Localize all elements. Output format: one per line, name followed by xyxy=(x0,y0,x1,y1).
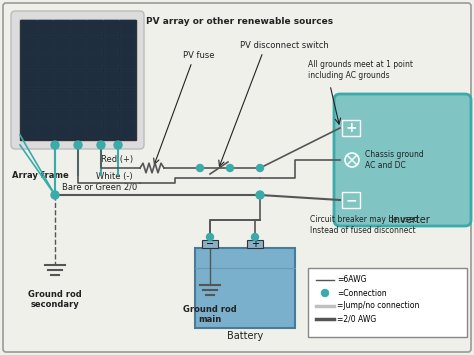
FancyBboxPatch shape xyxy=(87,54,103,70)
FancyBboxPatch shape xyxy=(120,54,136,70)
Text: PV disconnect switch: PV disconnect switch xyxy=(240,40,329,49)
Text: Circuit breaker may be used
Instead of fused disconnect: Circuit breaker may be used Instead of f… xyxy=(310,215,419,235)
FancyBboxPatch shape xyxy=(71,20,86,36)
Text: =2/0 AWG: =2/0 AWG xyxy=(337,315,376,323)
Text: Red (+): Red (+) xyxy=(101,155,133,164)
FancyBboxPatch shape xyxy=(37,88,53,105)
FancyBboxPatch shape xyxy=(104,88,119,105)
FancyBboxPatch shape xyxy=(87,71,103,88)
FancyBboxPatch shape xyxy=(71,71,86,88)
FancyBboxPatch shape xyxy=(71,106,86,122)
FancyBboxPatch shape xyxy=(3,3,471,352)
Circle shape xyxy=(256,164,264,171)
FancyBboxPatch shape xyxy=(54,106,70,122)
Text: PV array or other renewable sources: PV array or other renewable sources xyxy=(146,17,334,27)
FancyBboxPatch shape xyxy=(21,88,36,105)
FancyBboxPatch shape xyxy=(202,240,218,248)
Circle shape xyxy=(345,153,359,167)
FancyBboxPatch shape xyxy=(54,37,70,53)
FancyBboxPatch shape xyxy=(120,20,136,36)
FancyBboxPatch shape xyxy=(120,88,136,105)
Text: Inverter: Inverter xyxy=(391,215,429,225)
Text: Ground rod
secondary: Ground rod secondary xyxy=(28,290,82,310)
FancyBboxPatch shape xyxy=(104,71,119,88)
Circle shape xyxy=(97,141,105,149)
FancyBboxPatch shape xyxy=(334,94,471,226)
FancyBboxPatch shape xyxy=(54,88,70,105)
FancyBboxPatch shape xyxy=(71,88,86,105)
FancyBboxPatch shape xyxy=(104,20,119,36)
Text: =Connection: =Connection xyxy=(337,289,387,297)
Text: White (-): White (-) xyxy=(96,172,133,181)
FancyBboxPatch shape xyxy=(37,71,53,88)
Circle shape xyxy=(51,141,59,149)
FancyBboxPatch shape xyxy=(21,106,36,122)
FancyBboxPatch shape xyxy=(37,106,53,122)
Circle shape xyxy=(252,234,258,240)
FancyBboxPatch shape xyxy=(71,37,86,53)
FancyBboxPatch shape xyxy=(87,123,103,139)
Circle shape xyxy=(321,289,328,296)
Circle shape xyxy=(197,164,203,171)
Circle shape xyxy=(114,141,122,149)
FancyBboxPatch shape xyxy=(71,54,86,70)
FancyBboxPatch shape xyxy=(104,54,119,70)
Text: Ground rod
main: Ground rod main xyxy=(183,305,237,324)
FancyBboxPatch shape xyxy=(54,20,70,36)
FancyBboxPatch shape xyxy=(104,106,119,122)
Text: =Jump/no connection: =Jump/no connection xyxy=(337,301,419,311)
FancyBboxPatch shape xyxy=(21,37,36,53)
FancyBboxPatch shape xyxy=(21,123,36,139)
Text: Array frame: Array frame xyxy=(12,170,69,180)
FancyBboxPatch shape xyxy=(21,71,36,88)
Text: +: + xyxy=(251,239,259,249)
FancyBboxPatch shape xyxy=(37,37,53,53)
Text: Battery: Battery xyxy=(227,331,263,341)
Text: All grounds meet at 1 point
including AC grounds: All grounds meet at 1 point including AC… xyxy=(308,60,413,80)
FancyBboxPatch shape xyxy=(37,123,53,139)
Text: +: + xyxy=(345,121,357,135)
FancyBboxPatch shape xyxy=(120,123,136,139)
Text: −: − xyxy=(345,193,357,207)
FancyBboxPatch shape xyxy=(120,71,136,88)
FancyBboxPatch shape xyxy=(21,20,36,36)
FancyBboxPatch shape xyxy=(342,192,360,208)
FancyBboxPatch shape xyxy=(342,120,360,136)
FancyBboxPatch shape xyxy=(54,71,70,88)
FancyBboxPatch shape xyxy=(21,54,36,70)
FancyBboxPatch shape xyxy=(54,54,70,70)
Text: Bare or Green 2/0: Bare or Green 2/0 xyxy=(62,183,137,192)
FancyBboxPatch shape xyxy=(104,37,119,53)
FancyBboxPatch shape xyxy=(87,106,103,122)
Text: PV fuse: PV fuse xyxy=(183,50,215,60)
FancyBboxPatch shape xyxy=(308,268,467,337)
Circle shape xyxy=(207,234,213,240)
FancyBboxPatch shape xyxy=(195,248,295,328)
Circle shape xyxy=(227,164,234,171)
Circle shape xyxy=(74,141,82,149)
Circle shape xyxy=(256,191,264,199)
FancyBboxPatch shape xyxy=(120,106,136,122)
FancyBboxPatch shape xyxy=(247,240,263,248)
FancyBboxPatch shape xyxy=(11,11,144,149)
FancyBboxPatch shape xyxy=(104,123,119,139)
FancyBboxPatch shape xyxy=(120,37,136,53)
FancyBboxPatch shape xyxy=(71,123,86,139)
FancyBboxPatch shape xyxy=(37,54,53,70)
Text: −: − xyxy=(206,239,214,249)
FancyBboxPatch shape xyxy=(87,20,103,36)
FancyBboxPatch shape xyxy=(54,123,70,139)
Text: Chassis ground
AC and DC: Chassis ground AC and DC xyxy=(365,150,424,170)
FancyBboxPatch shape xyxy=(37,20,53,36)
FancyBboxPatch shape xyxy=(87,37,103,53)
FancyBboxPatch shape xyxy=(87,88,103,105)
Text: =6AWG: =6AWG xyxy=(337,275,366,284)
FancyBboxPatch shape xyxy=(20,20,136,140)
Circle shape xyxy=(51,191,59,199)
